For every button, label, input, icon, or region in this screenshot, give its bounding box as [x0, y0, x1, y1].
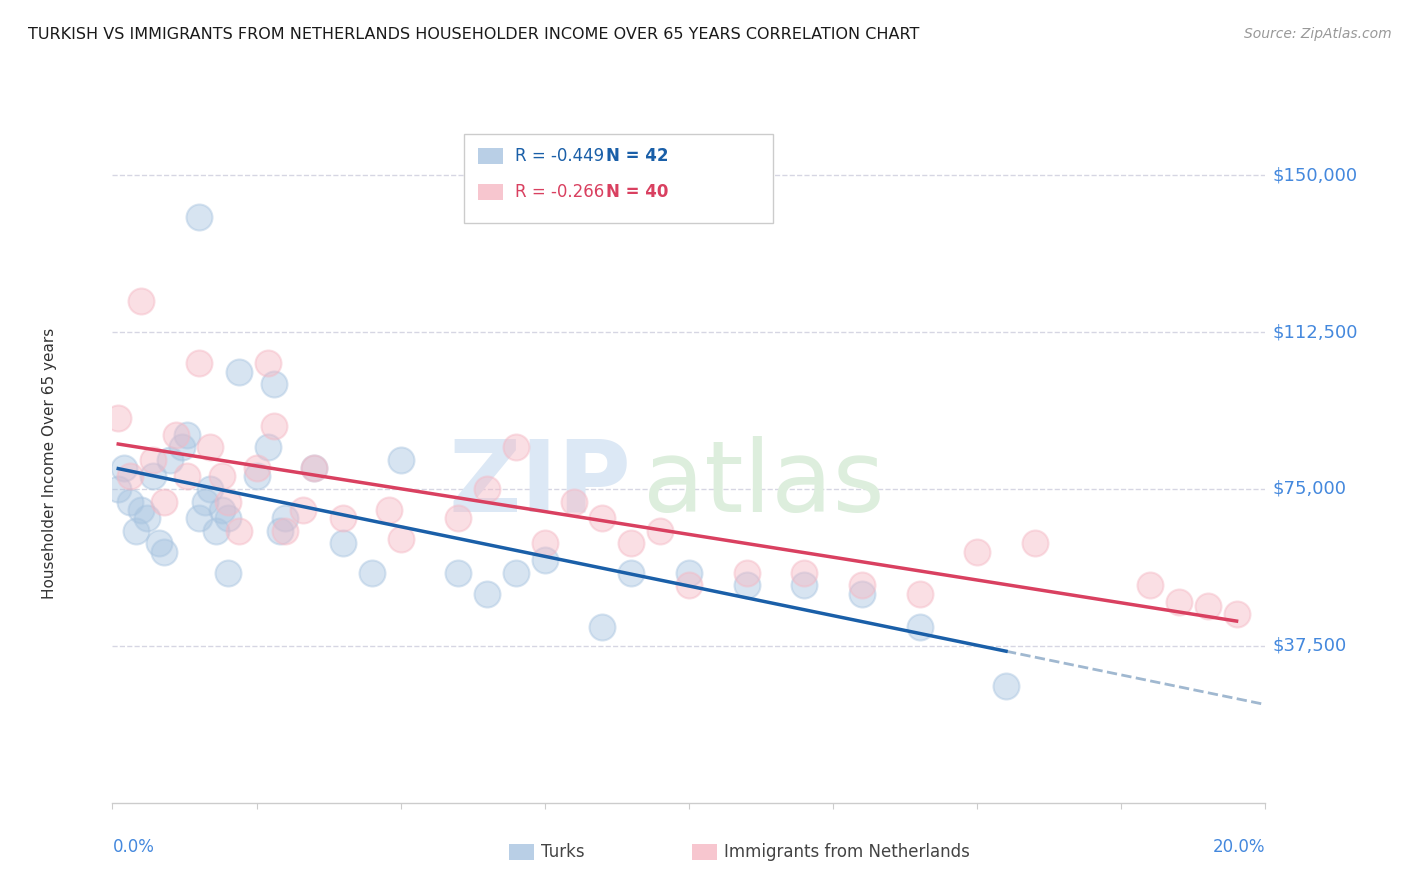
Point: [966, 545, 988, 559]
Point: [228, 365, 250, 379]
Point: [908, 586, 931, 600]
Point: [274, 524, 297, 538]
Point: [678, 566, 700, 580]
Point: [648, 524, 672, 538]
Text: $37,500: $37,500: [1272, 637, 1347, 655]
Point: [165, 427, 187, 442]
Text: TURKISH VS IMMIGRANTS FROM NETHERLANDS HOUSEHOLDER INCOME OVER 65 YEARS CORRELAT: TURKISH VS IMMIGRANTS FROM NETHERLANDS H…: [28, 27, 920, 42]
Point: [107, 410, 129, 425]
Point: [159, 452, 181, 467]
Text: R = -0.449: R = -0.449: [515, 147, 603, 165]
Point: [107, 482, 129, 496]
Point: [304, 461, 326, 475]
Point: [170, 440, 193, 454]
Point: [217, 566, 239, 580]
Point: [129, 293, 153, 308]
Point: [129, 503, 153, 517]
Text: $112,500: $112,500: [1272, 323, 1358, 341]
Point: [142, 469, 165, 483]
Point: [533, 536, 555, 550]
Point: [200, 440, 222, 454]
Point: [1226, 607, 1249, 622]
Point: [389, 452, 412, 467]
Point: [389, 532, 412, 546]
Point: [505, 566, 527, 580]
Point: [360, 566, 382, 580]
Point: [118, 494, 141, 508]
Point: [1024, 536, 1046, 550]
Point: [176, 427, 198, 442]
Point: [332, 536, 354, 550]
Point: [188, 356, 211, 370]
Point: [1139, 578, 1161, 592]
Text: $75,000: $75,000: [1272, 480, 1347, 498]
Text: Immigrants from Netherlands: Immigrants from Netherlands: [724, 843, 970, 861]
Point: [142, 452, 165, 467]
Text: atlas: atlas: [643, 435, 884, 533]
Point: [291, 503, 314, 517]
Point: [793, 578, 815, 592]
Point: [995, 679, 1018, 693]
Point: [124, 524, 146, 538]
Point: [735, 566, 758, 580]
Point: [211, 469, 233, 483]
Point: [263, 377, 285, 392]
Point: [188, 210, 211, 224]
Point: [332, 511, 354, 525]
Point: [228, 524, 250, 538]
Point: [304, 461, 326, 475]
Point: [194, 494, 217, 508]
Point: [1167, 595, 1189, 609]
Point: [1197, 599, 1219, 614]
Point: [205, 524, 228, 538]
Point: [176, 469, 198, 483]
Text: R = -0.266: R = -0.266: [515, 183, 603, 201]
Point: [263, 419, 285, 434]
Point: [533, 553, 555, 567]
Point: [245, 461, 267, 475]
Text: N = 40: N = 40: [606, 183, 668, 201]
Text: Householder Income Over 65 years: Householder Income Over 65 years: [42, 328, 56, 599]
Point: [153, 494, 176, 508]
Point: [620, 566, 643, 580]
Point: [678, 578, 700, 592]
Point: [620, 536, 643, 550]
Point: [447, 511, 470, 525]
Point: [257, 356, 280, 370]
Point: [908, 620, 931, 634]
Point: [562, 494, 585, 508]
Text: ZIP: ZIP: [449, 435, 631, 533]
Point: [274, 511, 297, 525]
Text: Source: ZipAtlas.com: Source: ZipAtlas.com: [1244, 27, 1392, 41]
Point: [269, 524, 291, 538]
Point: [735, 578, 758, 592]
Point: [200, 482, 222, 496]
Point: [793, 566, 815, 580]
Point: [112, 461, 135, 475]
Text: 0.0%: 0.0%: [112, 838, 155, 856]
Point: [505, 440, 527, 454]
Point: [245, 469, 267, 483]
Point: [378, 503, 401, 517]
Point: [153, 545, 176, 559]
Point: [475, 482, 498, 496]
Point: [592, 620, 614, 634]
Point: [188, 511, 211, 525]
Point: [118, 469, 141, 483]
Point: [257, 440, 280, 454]
Point: [211, 503, 233, 517]
Text: 20.0%: 20.0%: [1213, 838, 1265, 856]
Point: [217, 511, 239, 525]
Point: [475, 586, 498, 600]
Point: [447, 566, 470, 580]
Text: N = 42: N = 42: [606, 147, 668, 165]
Text: Turks: Turks: [541, 843, 585, 861]
Point: [851, 578, 873, 592]
Point: [851, 586, 873, 600]
Text: $150,000: $150,000: [1272, 166, 1358, 184]
Point: [217, 494, 239, 508]
Point: [148, 536, 170, 550]
Point: [136, 511, 159, 525]
Point: [592, 511, 614, 525]
